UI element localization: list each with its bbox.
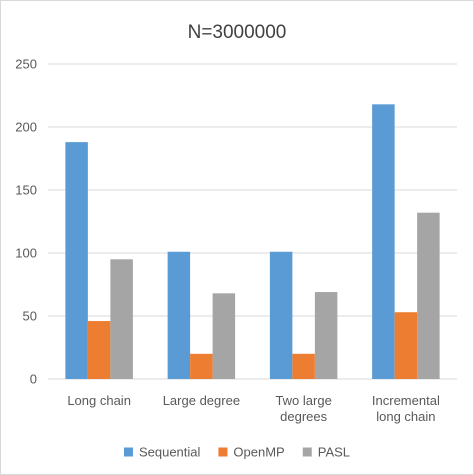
bar-pasl-3: [314, 292, 338, 379]
bar-sequential-2: [167, 251, 191, 379]
bar-sequential-3: [269, 251, 293, 379]
bars: [65, 104, 440, 379]
legend-label-pasl: PASL: [318, 445, 350, 460]
legend: Sequential OpenMP PASL: [123, 445, 350, 460]
bar-openmp-3: [292, 353, 315, 379]
y-tick-label-50: 50: [23, 309, 37, 324]
x-category-label-1-line-1: Long chain: [67, 393, 131, 408]
legend-swatch-sequential: [123, 447, 133, 457]
legend-swatch-pasl: [302, 447, 312, 457]
legend-swatch-openmp: [218, 447, 228, 457]
y-tick-label-0: 0: [30, 372, 37, 387]
bar-pasl-4: [417, 212, 440, 379]
y-tick-label-100: 100: [15, 246, 37, 261]
legend-label-sequential: Sequential: [139, 445, 201, 460]
y-tick-label-150: 150: [15, 183, 37, 198]
x-category-label-4-line-1: Incremental: [372, 393, 440, 408]
bar-sequential-1: [65, 142, 88, 379]
y-axis-tick-labels: 0 50 100 150 200 250: [15, 57, 37, 387]
y-tick-label-200: 200: [15, 120, 37, 135]
bar-pasl-2: [212, 293, 236, 379]
bar-openmp-2: [190, 353, 213, 379]
legend-label-openmp: OpenMP: [233, 445, 284, 460]
bar-openmp-1: [87, 321, 111, 379]
chart-title: N=3000000: [188, 22, 287, 43]
x-category-label-4-line-2: long chain: [376, 409, 435, 424]
x-category-label-3-line-2: degrees: [280, 409, 327, 424]
x-category-label-3-line-1: Two large: [275, 393, 331, 408]
x-category-label-2-line-1: Large degree: [163, 393, 240, 408]
bar-sequential-4: [372, 104, 395, 379]
bar-pasl-1: [110, 259, 133, 379]
bar-openmp-4: [394, 312, 418, 379]
y-tick-label-250: 250: [15, 57, 37, 72]
